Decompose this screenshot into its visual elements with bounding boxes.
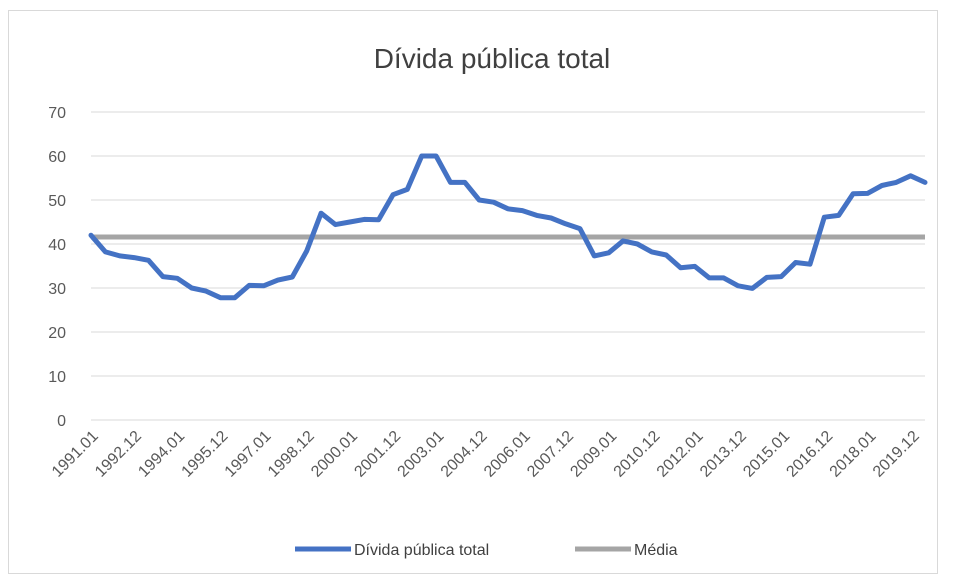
series-layer [88, 153, 928, 301]
legend: Dívida pública total Média [295, 542, 678, 559]
x-tick-label: 2012.01 [654, 428, 707, 481]
x-tick-label: 1992.12 [92, 428, 145, 481]
x-tick-label: 1994.01 [135, 428, 188, 481]
line-chart: Dívida pública total 0 10 20 30 40 50 60 70 199… [48, 43, 928, 559]
x-tick-label: 2003.01 [395, 428, 448, 481]
y-tick-label: 60 [48, 149, 66, 166]
x-tick-label: 2000.01 [308, 428, 361, 481]
x-tick-label: 2009.01 [567, 428, 620, 481]
y-tick-label: 70 [48, 105, 66, 122]
x-axis-ticks: 1991.011992.121994.011995.121997.011998.… [49, 428, 923, 481]
x-tick-label: 2004.12 [438, 428, 491, 481]
legend-label-divida-publica-total: Dívida pública total [354, 542, 489, 559]
y-tick-label: 50 [48, 193, 66, 210]
x-tick-label: 2010.12 [611, 428, 664, 481]
chart-title: Dívida pública total [374, 43, 611, 74]
y-tick-label: 10 [48, 369, 66, 386]
x-tick-label: 2006.01 [481, 428, 534, 481]
x-tick-label: 2016.12 [783, 428, 836, 481]
x-tick-label: 2019.12 [870, 428, 923, 481]
y-tick-label: 30 [48, 281, 66, 298]
x-tick-label: 2013.12 [697, 428, 750, 481]
legend-label-media: Média [634, 542, 678, 559]
y-tick-label: 20 [48, 325, 66, 342]
x-tick-label: 2015.01 [740, 428, 793, 481]
x-tick-label: 2018.01 [827, 428, 880, 481]
x-tick-label: 1997.01 [222, 428, 275, 481]
chart-frame: Dívida pública total 0 10 20 30 40 50 60 70 199… [8, 10, 938, 574]
y-axis-ticks: 0 10 20 30 40 50 60 70 [48, 105, 66, 430]
y-tick-label: 0 [57, 413, 66, 430]
y-tick-label: 40 [48, 237, 66, 254]
x-tick-label: 2007.12 [524, 428, 577, 481]
x-tick-label: 1998.12 [265, 428, 318, 481]
x-tick-label: 2001.12 [351, 428, 404, 481]
x-tick-label: 1995.12 [179, 428, 232, 481]
series-line-divida-publica-total [88, 153, 928, 301]
x-tick-label: 1991.01 [49, 428, 102, 481]
gridlines [91, 111, 925, 421]
